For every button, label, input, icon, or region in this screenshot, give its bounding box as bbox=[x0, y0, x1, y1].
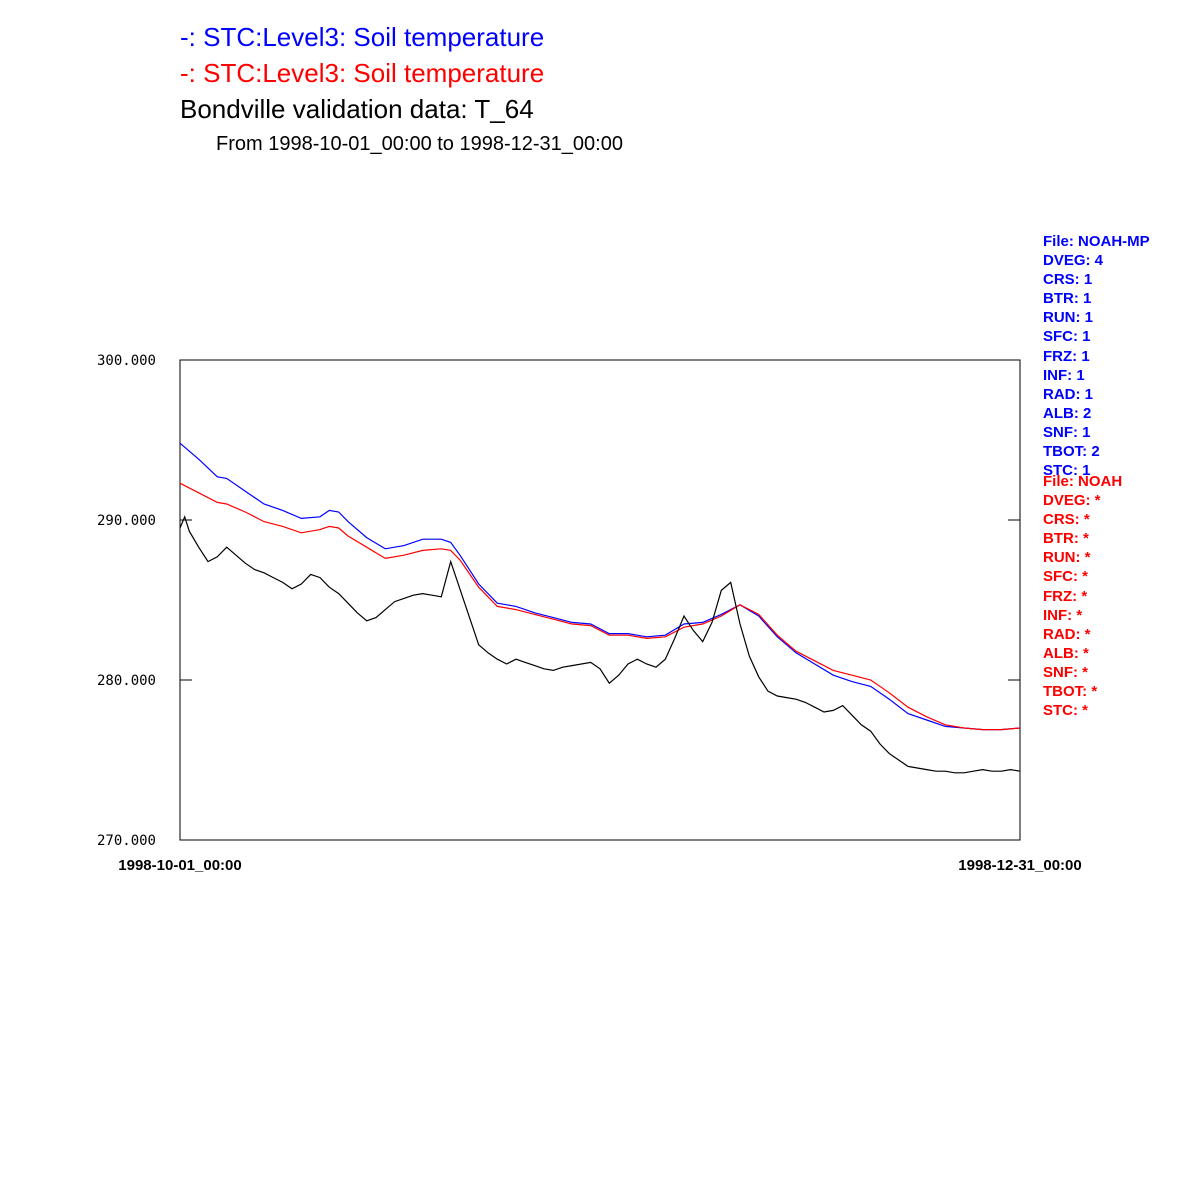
setting-line: RAD: 1 bbox=[1043, 385, 1094, 403]
series-line-2 bbox=[179, 515, 1021, 774]
y-tick-label: 280.000 bbox=[97, 673, 156, 689]
plot-frame bbox=[179, 359, 1021, 841]
setting-line: SNF: * bbox=[1043, 663, 1088, 681]
setting-line: FRZ: * bbox=[1043, 587, 1088, 605]
setting-line: TBOT: 2 bbox=[1043, 443, 1100, 461]
setting-line: STC: * bbox=[1043, 702, 1088, 720]
legend-blue-label: STC:Level3: Soil temperature bbox=[203, 22, 545, 52]
setting-line: STC: 1 bbox=[1043, 462, 1091, 480]
setting-line: SNF: 1 bbox=[1043, 423, 1091, 441]
setting-line: DVEG: 4 bbox=[1043, 252, 1104, 270]
axes: 270.000 280.000 290.000 300.000 1998-10-01_0… bbox=[97, 353, 1082, 874]
series-group bbox=[179, 442, 1021, 774]
setting-line: ALB: * bbox=[1043, 644, 1089, 662]
series-line-0 bbox=[179, 442, 1021, 731]
legend-red-prefix: -: bbox=[180, 58, 196, 88]
x-tick-label: 1998-12-31_00:00 bbox=[958, 857, 1081, 874]
y-tick-label: 270.000 bbox=[97, 833, 156, 849]
setting-line: TBOT: * bbox=[1043, 683, 1098, 701]
settings-list-blue: File: NOAH-MP DVEG: 4 CRS: 1 BTR: 1 RUN: 1 SF… bbox=[1043, 232, 1150, 480]
chart-subtitle: From 1998-10-01_00:00 to 1998-12-31_00:0… bbox=[216, 133, 623, 155]
setting-line: File: NOAH-MP bbox=[1043, 233, 1150, 250]
settings-list-red: File: NOAH DVEG: * CRS: * BTR: * RUN: * SFC: … bbox=[1043, 472, 1122, 720]
setting-line: BTR: 1 bbox=[1043, 290, 1092, 308]
legend-blue-prefix: -: bbox=[180, 22, 196, 52]
setting-line: DVEG: * bbox=[1043, 492, 1101, 510]
setting-line: SFC: 1 bbox=[1043, 328, 1091, 346]
setting-line: ALB: 2 bbox=[1043, 404, 1092, 422]
setting-line: BTR: * bbox=[1043, 530, 1089, 548]
setting-line: File: NOAH bbox=[1043, 473, 1123, 490]
y-tick-label: 300.000 bbox=[97, 353, 156, 369]
x-tick-label: 1998-10-01_00:00 bbox=[118, 857, 241, 874]
legend-entry-red: -: STC:Level3: Soil temperature bbox=[180, 58, 544, 89]
y-tick-label: 290.000 bbox=[97, 513, 156, 529]
chart-title: Bondville validation data: T_64 bbox=[180, 94, 534, 124]
setting-line: CRS: 1 bbox=[1043, 271, 1093, 289]
setting-line: INF: 1 bbox=[1043, 366, 1085, 384]
legend-red-label: STC:Level3: Soil temperature bbox=[203, 58, 545, 88]
setting-line: FRZ: 1 bbox=[1043, 347, 1090, 365]
legend-entry-blue: -: STC:Level3: Soil temperature bbox=[180, 22, 544, 53]
series-line-1 bbox=[179, 482, 1021, 731]
setting-line: RAD: * bbox=[1043, 625, 1091, 643]
setting-line: INF: * bbox=[1043, 606, 1083, 624]
setting-line: RUN: 1 bbox=[1043, 309, 1094, 327]
setting-line: RUN: * bbox=[1043, 549, 1091, 567]
setting-line: SFC: * bbox=[1043, 568, 1088, 586]
setting-line: CRS: * bbox=[1043, 511, 1090, 529]
